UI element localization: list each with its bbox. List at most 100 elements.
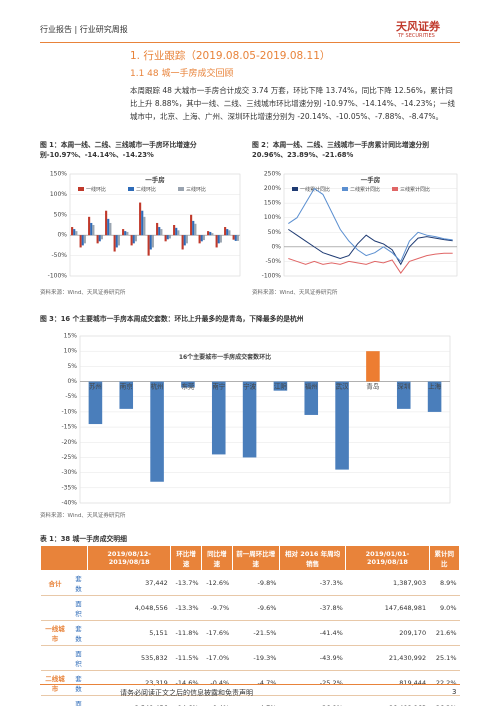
x-tick-label: 江阴 [274, 382, 287, 391]
bar [141, 210, 144, 236]
bar [88, 381, 103, 425]
cell: 21,430,992 [345, 645, 430, 671]
bar [190, 214, 193, 236]
x-tick-label: 武汉 [336, 382, 350, 391]
cell: 25.1% [429, 645, 460, 671]
cell: -11.5% [170, 645, 202, 671]
cell: -14.6% [170, 670, 202, 696]
bar [209, 231, 212, 236]
y-tick-label: 100% [50, 191, 67, 198]
cell: -17.6% [201, 620, 233, 646]
legend-swatch [78, 187, 84, 191]
bar [122, 229, 125, 236]
cell: -21.5% [232, 620, 280, 646]
bar [79, 235, 82, 248]
cell: -14.6% [170, 695, 202, 706]
y-tick-label: -35% [61, 484, 77, 491]
cell: -9.6% [232, 595, 280, 621]
y-tick-label: -15% [61, 424, 77, 431]
bar [192, 220, 195, 236]
legend-label: 三线累计同比 [400, 186, 430, 193]
y-tick-label: -100% [262, 273, 282, 280]
x-tick-label: 福州 [305, 382, 318, 391]
bar [211, 233, 214, 236]
cell: -19.3% [232, 645, 280, 671]
cell: 4,048,556 [87, 595, 171, 621]
y-tick-label: 150% [264, 200, 281, 207]
bar [166, 235, 169, 240]
bar [124, 231, 127, 236]
chart-title: 一手房 [361, 175, 381, 184]
cell: -13.7% [170, 570, 202, 596]
rule [40, 42, 460, 43]
bar [147, 235, 150, 256]
bar [304, 381, 319, 415]
bar [156, 222, 159, 236]
logo: 天风证券 [396, 20, 440, 33]
cell: 面积 [69, 595, 88, 621]
figure-caption: 图 2：本周一线、二线、三线城市一手房累计同比增速分别 20.96%、23.89… [252, 141, 430, 159]
bar [139, 202, 142, 236]
bar [119, 381, 134, 409]
line-series [288, 252, 453, 274]
y-tick-label: -5% [65, 393, 77, 400]
y-tick-label: -25% [61, 454, 77, 461]
x-tick-label: 上海 [428, 382, 442, 391]
bar [215, 235, 218, 248]
cell: 819,444 [345, 670, 430, 696]
bar [100, 235, 103, 240]
bar [143, 216, 146, 236]
cell: -26.9% [279, 695, 346, 706]
bar [224, 227, 227, 236]
bar [207, 231, 210, 236]
cell: 面积 [69, 645, 88, 671]
bar [149, 235, 152, 250]
cell [40, 645, 70, 671]
y-tick-label: 100% [264, 214, 281, 221]
y-tick-label: -100% [48, 273, 68, 280]
legend-label: 二线累计同比 [350, 186, 380, 193]
bar [98, 235, 101, 242]
header-cell: 前一周环比增速 [231, 545, 280, 571]
bar [115, 235, 118, 248]
x-tick-label: 苏州 [89, 382, 102, 391]
cell: 1,387,903 [345, 570, 430, 596]
cell: 147,648,981 [345, 595, 430, 621]
x-tick-label: 东莞 [181, 382, 195, 391]
cell: -17.0% [201, 645, 233, 671]
bar [234, 235, 237, 241]
cell: -37.3% [279, 570, 346, 596]
bar [81, 235, 84, 246]
bar [151, 235, 154, 248]
cell: -43.9% [279, 645, 346, 671]
disclaimer: 请务必阅读正文之后的信息披露和免责声明 [120, 689, 253, 697]
bar [228, 230, 231, 236]
cell [40, 695, 70, 706]
bar [92, 225, 95, 236]
bar [202, 235, 205, 241]
y-tick-label: 50% [54, 211, 68, 218]
line-series [288, 228, 453, 266]
y-tick-label: 0% [57, 232, 67, 239]
header-cell: 环比增速 [170, 545, 203, 571]
cell: -9.7% [201, 595, 233, 621]
bar [198, 235, 201, 244]
legend-swatch [178, 187, 184, 191]
y-tick-label: 150% [50, 171, 67, 178]
bar [90, 222, 93, 236]
figure-caption: 图 1：本周一线、二线、三线城市一手房环比增速分别-10.97%、-14.14%… [40, 141, 197, 159]
cell: -0.4% [201, 670, 233, 696]
rule [40, 684, 460, 685]
chart-title: 16个主要城市一手房成交套数环比 [179, 353, 271, 361]
cell: 86,408,963 [345, 695, 430, 706]
cell: 37,442 [87, 570, 171, 596]
y-tick-label: 50% [268, 229, 282, 236]
bar [236, 235, 239, 241]
header-cell [39, 545, 89, 571]
bar [219, 235, 222, 243]
cell [40, 595, 70, 621]
chart: -40% -35% -30% -25% -20% -15% -10% -5% 0% 5% 10% 15… [61, 333, 451, 507]
bar [109, 222, 112, 236]
legend-swatch [342, 187, 348, 191]
legend-swatch [292, 187, 298, 191]
